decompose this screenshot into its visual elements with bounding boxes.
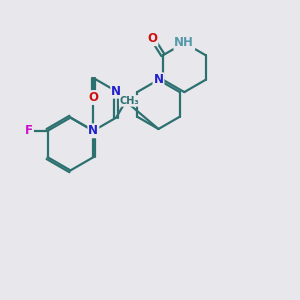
- Text: N: N: [88, 124, 98, 137]
- Text: NH: NH: [174, 36, 194, 50]
- Text: O: O: [148, 32, 158, 45]
- Text: F: F: [25, 124, 33, 137]
- Text: N: N: [111, 85, 121, 98]
- Text: N: N: [154, 73, 164, 86]
- Text: O: O: [88, 91, 98, 104]
- Text: CH₃: CH₃: [120, 96, 140, 106]
